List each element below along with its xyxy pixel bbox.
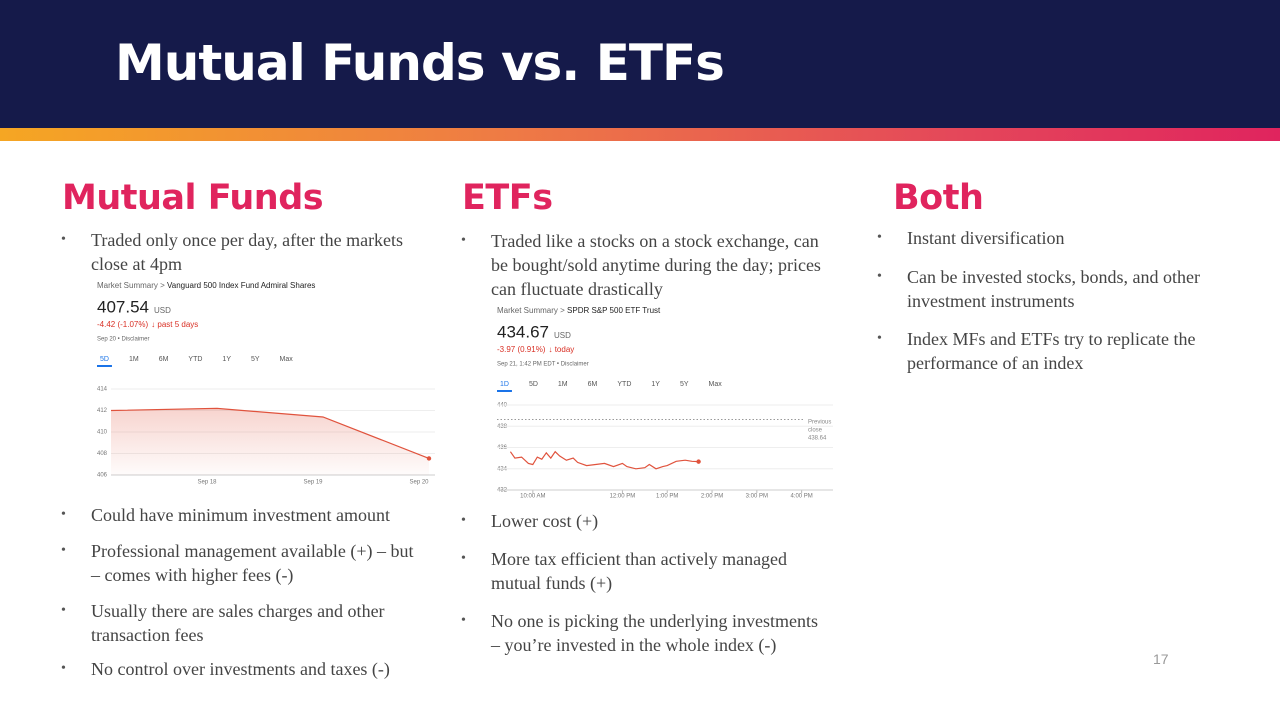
range-tab[interactable]: YTD (188, 356, 202, 363)
date: Sep 21, 1:42 PM EDT • Disclaimer (497, 362, 589, 368)
y-tick-label: 412 (97, 408, 108, 414)
bullet: More tax efficient than actively managed… (461, 547, 826, 595)
y-tick-label: 406 (97, 473, 108, 479)
bullet: Index MFs and ETFs try to replicate the … (877, 327, 1237, 375)
bullet: No one is picking the underlying investm… (461, 609, 826, 657)
breadcrumb: Market Summary > SPDR S&P 500 ETF Trust (497, 306, 661, 315)
currency: USD (154, 306, 171, 315)
column-heading: Both (893, 178, 984, 218)
range-tab[interactable]: 5D (529, 381, 538, 388)
bullet: No control over investments and taxes (-… (61, 657, 421, 681)
range-tab[interactable]: 1Y (222, 356, 231, 363)
price: 434.67 (497, 322, 549, 341)
slide-title: Mutual Funds vs. ETFs (115, 34, 725, 92)
breadcrumb-root: Market Summary > (97, 281, 167, 290)
range-tab[interactable]: 5D (100, 356, 109, 363)
column-heading: Mutual Funds (62, 178, 324, 218)
breadcrumb: Market Summary > Vanguard 500 Index Fund… (97, 281, 315, 290)
fund-name: Vanguard 500 Index Fund Admiral Shares (167, 281, 315, 290)
previous-close-label-word: close (808, 427, 823, 433)
active-tab-indicator (497, 390, 512, 392)
bullet: Professional management available (+) – … (61, 539, 421, 587)
x-tick-label: 1:00 PM (656, 494, 678, 500)
change: -4.42 (-1.07%) (97, 320, 148, 329)
y-tick-label: 432 (497, 488, 508, 494)
bullet: Traded only once per day, after the mark… (61, 228, 421, 276)
x-tick-label: Sep 18 (197, 480, 217, 486)
y-tick-label: 438 (497, 424, 508, 430)
y-tick-label: 440 (497, 403, 508, 409)
active-tab-indicator (97, 365, 112, 367)
previous-close-label: Previous close 438.64 (808, 419, 831, 441)
x-tick-label: 10:00 AM (520, 494, 545, 500)
date: Sep 20 • Disclaimer (97, 337, 149, 343)
x-tick-label: 2:00 PM (701, 494, 723, 500)
range-tab[interactable]: 6M (159, 356, 169, 363)
previous-close-label-word: Previous (808, 419, 831, 425)
column-heading: ETFs (462, 178, 553, 218)
period: ↓ today (548, 345, 574, 354)
y-tick-label: 408 (97, 451, 108, 457)
header-stripe (0, 128, 1280, 141)
range-tab[interactable]: 1M (558, 381, 568, 388)
y-tick-label: 414 (97, 387, 108, 393)
page-number: 17 (1153, 651, 1169, 667)
range-tab[interactable]: 5Y (251, 356, 260, 363)
price-line (509, 450, 699, 470)
bullet: Could have minimum investment amount (61, 503, 421, 527)
range-tab[interactable]: Max (709, 381, 723, 388)
x-tick-label: 4:00 PM (790, 494, 812, 500)
range-tab[interactable]: 5Y (680, 381, 689, 388)
range-tab[interactable]: Max (280, 356, 294, 363)
bullet: Lower cost (+) (461, 509, 826, 533)
x-tick-label: Sep 20 (409, 480, 429, 486)
fund-name: SPDR S&P 500 ETF Trust (567, 306, 661, 315)
change: -3.97 (0.91%) (497, 345, 546, 354)
last-point (426, 456, 432, 461)
range-tab[interactable]: 6M (588, 381, 598, 388)
range-tab[interactable]: 1D (500, 381, 509, 388)
currency: USD (554, 331, 571, 340)
x-tick-label: 12:00 PM (610, 494, 636, 500)
period: ↓ past 5 days (151, 320, 198, 329)
price: 407.54 (97, 297, 149, 316)
range-tab[interactable]: 1M (129, 356, 139, 363)
range-tab[interactable]: 1Y (651, 381, 660, 388)
y-tick-label: 410 (97, 430, 108, 436)
header-band (0, 0, 1280, 128)
bullet: Instant diversification (877, 226, 1237, 250)
price-line (110, 407, 430, 459)
last-point (696, 459, 701, 464)
y-tick-label: 434 (497, 466, 508, 472)
breadcrumb-root: Market Summary > (497, 306, 567, 315)
bullet: Traded like a stocks on a stock exchange… (461, 229, 826, 301)
previous-close-value: 438.64 (808, 435, 827, 441)
bullet: Can be invested stocks, bonds, and other… (877, 265, 1237, 313)
x-tick-label: Sep 19 (303, 480, 323, 486)
stock-chart: Market Summary > Vanguard 500 Index Fund… (97, 281, 435, 486)
range-tab[interactable]: YTD (617, 381, 631, 388)
area (111, 408, 429, 475)
bullet: Usually there are sales charges and othe… (61, 599, 421, 647)
stock-chart: Market Summary > SPDR S&P 500 ETF Trust 4… (497, 306, 833, 500)
x-tick-label: 3:00 PM (746, 494, 768, 500)
y-tick-label: 436 (497, 445, 508, 451)
